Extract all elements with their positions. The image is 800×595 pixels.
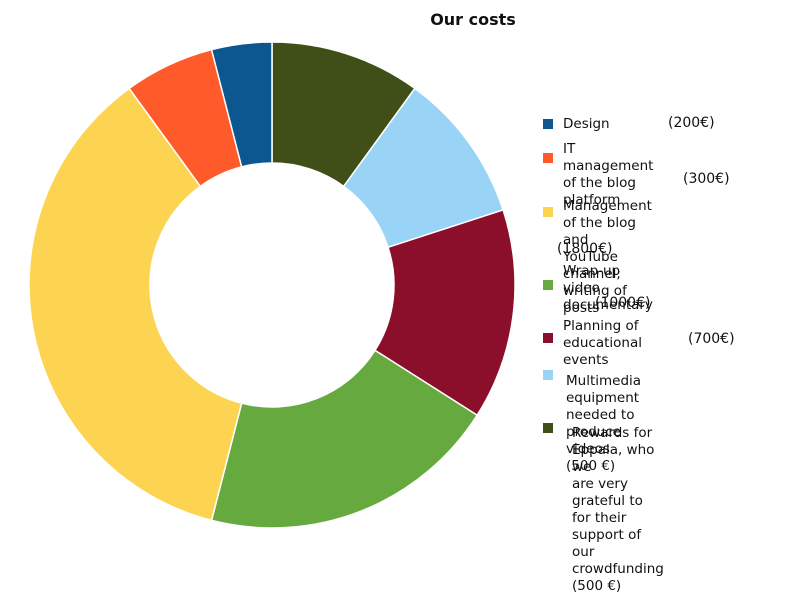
legend-swatch bbox=[543, 370, 553, 380]
chart-title: Our costs bbox=[430, 10, 516, 29]
legend-value: (700€) bbox=[688, 331, 735, 347]
legend-swatch bbox=[543, 280, 553, 290]
legend-swatch bbox=[543, 423, 553, 433]
legend-label: Design bbox=[563, 116, 610, 132]
pie-slice bbox=[210, 349, 479, 529]
legend-label: IT management of the blog platform bbox=[563, 141, 654, 208]
legend-swatch bbox=[543, 153, 553, 163]
legend-swatch bbox=[543, 333, 553, 343]
legend-value: (200€) bbox=[668, 115, 715, 131]
pie-slice bbox=[373, 208, 516, 417]
legend-label: Management of the blog and YouTube chann… bbox=[563, 198, 652, 316]
legend-swatch bbox=[543, 119, 553, 129]
pie-slice bbox=[210, 41, 273, 168]
donut-chart bbox=[28, 41, 516, 529]
legend-value: (300€) bbox=[683, 171, 730, 187]
legend-label: Multimedia equipment needed to produce v… bbox=[566, 373, 642, 474]
legend-label: Rewards for Eppala, who we are very grat… bbox=[572, 425, 664, 594]
pie-slice bbox=[28, 87, 243, 522]
legend-label: Planning of educational events bbox=[563, 318, 643, 368]
legend-label: Wrap-up video documentary bbox=[563, 263, 653, 313]
legend-swatch bbox=[543, 207, 553, 217]
legend-value: (1800€) bbox=[557, 241, 613, 257]
legend-value: (1000€) bbox=[595, 295, 651, 311]
